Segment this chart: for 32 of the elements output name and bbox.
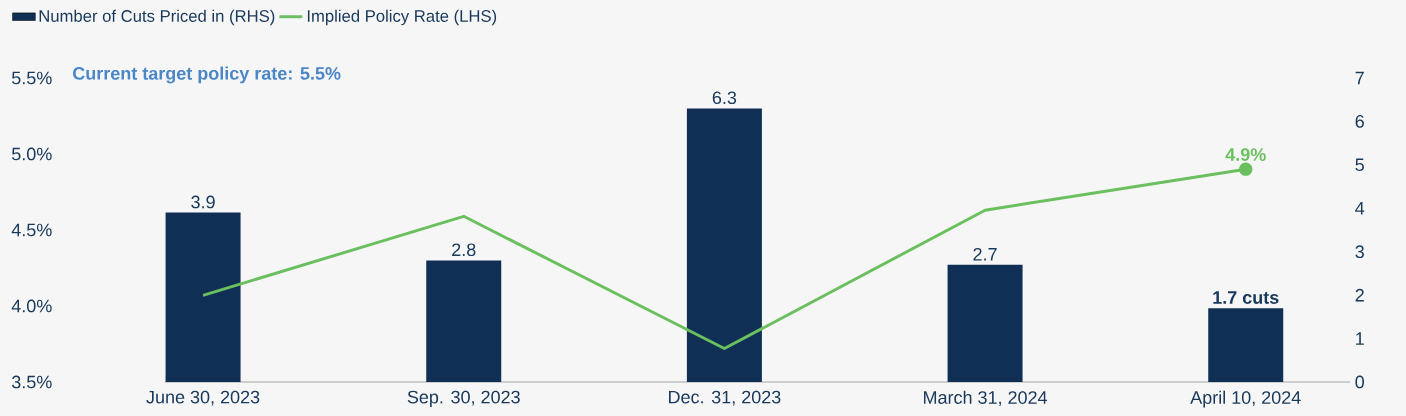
x-tick-label: March 31, 2024 bbox=[924, 390, 1048, 407]
y-tick-label: 3.5% bbox=[11, 375, 52, 389]
bar bbox=[686, 108, 762, 382]
data-label: 6.3 bbox=[712, 91, 737, 105]
annotation: 4.9% bbox=[1225, 148, 1266, 161]
x-tick-label: Sep. 30, 2023 bbox=[407, 390, 520, 408]
y-tick-label: 5.0% bbox=[11, 147, 52, 161]
y-tick-label: 4.0% bbox=[11, 299, 52, 313]
y2-tick-label: 7 bbox=[1355, 71, 1364, 85]
y2-tick-label: 0 bbox=[1355, 375, 1365, 389]
bar bbox=[165, 212, 241, 382]
y2-tick-label: 1 bbox=[1356, 332, 1364, 345]
bar bbox=[947, 264, 1023, 382]
annotation: Current target policy rate: 5.5% bbox=[73, 66, 341, 84]
legend-label: Number of Cuts Priced in (RHS) bbox=[39, 9, 275, 26]
y-tick-label: 4.5% bbox=[11, 223, 52, 237]
y2-tick-label: 4 bbox=[1355, 202, 1365, 215]
legend-label: Implied Policy Rate (LHS) bbox=[307, 9, 497, 26]
y2-tick-label: 3 bbox=[1355, 245, 1364, 259]
data-label: 1.7 cuts bbox=[1213, 291, 1279, 304]
x-tick-label: Dec. 31, 2023 bbox=[669, 390, 781, 406]
data-label: 2.7 bbox=[973, 247, 997, 261]
y2-tick-label: 2 bbox=[1355, 288, 1364, 302]
y2-tick-label: 6 bbox=[1355, 115, 1364, 128]
data-label: 2.8 bbox=[452, 243, 476, 257]
x-tick-label: June 30, 2023 bbox=[146, 390, 260, 406]
bar bbox=[1208, 308, 1284, 382]
bar bbox=[426, 260, 502, 382]
y2-tick-label: 5 bbox=[1355, 158, 1364, 172]
y-tick-label: 5.5% bbox=[11, 71, 52, 85]
data-label: 3.9 bbox=[191, 195, 215, 209]
x-tick-label: April 10, 2024 bbox=[1190, 390, 1301, 408]
